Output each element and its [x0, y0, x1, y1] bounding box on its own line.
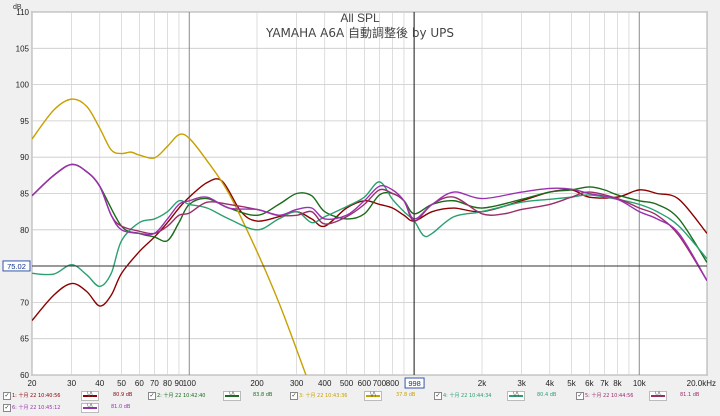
spl-plot[interactable]: 6065707580859095100105110 20304050607080…: [0, 0, 720, 389]
legend-label: 1: 十月 22 10:40:56: [12, 393, 61, 399]
x-tick-label: 8k: [613, 379, 622, 388]
legend-item[interactable]: ✓ 2: 十月 22 10:42:40 \/\ 83.8 dB: [148, 391, 288, 403]
legend-label: 6: 十月 22 10:45:12: [12, 405, 61, 411]
chart-subtitle: YAMAHA A6A 自動調整後 by UPS: [265, 25, 454, 40]
x-tick-label: 400: [318, 379, 332, 388]
x-tick-label: 30: [67, 379, 76, 388]
x-tick-label: 300: [290, 379, 304, 388]
swatch-mark: \/\: [87, 391, 94, 398]
swatch-mark: \/\: [229, 391, 236, 398]
y-tick-label: 70: [20, 298, 29, 307]
cursor-x-readout: 998: [408, 379, 421, 388]
legend-value: 80.4 dB: [537, 392, 557, 398]
legend-label: 4: 十月 22 10:44:34: [443, 393, 492, 399]
series-line: [32, 163, 707, 281]
x-tick-label: 80: [163, 379, 172, 388]
legend-value: 81.1 dB: [680, 392, 700, 398]
x-tick-label: 600: [358, 379, 372, 388]
x-tick-label: 700: [373, 379, 387, 388]
legend-label: 3: 十月 22 10:43:36: [299, 393, 348, 399]
legend-value: 83.8 dB: [253, 392, 273, 398]
legend-checkbox[interactable]: ✓: [434, 392, 442, 400]
series-line: [32, 98, 307, 375]
legend-item[interactable]: ✓ 1: 十月 22 10:40:56 \/\ 80.9 dB: [3, 391, 143, 403]
x-tick-label: 4k: [546, 379, 555, 388]
chart-title: All SPL: [340, 11, 380, 25]
legend-swatch[interactable]: \/\: [223, 391, 241, 401]
y-axis-label: dB: [13, 4, 22, 11]
legend-value: 81.0 dB: [111, 404, 131, 410]
x-tick-label: 10k: [633, 379, 647, 388]
legend-label: 2: 十月 22 10:42:40: [157, 393, 206, 399]
cursor-y-readout: 75.02: [7, 262, 26, 271]
cursor-x-box: [404, 377, 425, 389]
legend-item[interactable]: ✓ 6: 十月 22 10:45:12 \/\ 81.0 dB: [3, 403, 153, 415]
cursor-y-box: [2, 260, 31, 272]
legend-swatch[interactable]: \/\: [81, 403, 99, 413]
x-tick-label: 40: [95, 379, 104, 388]
legend-checkbox[interactable]: ✓: [148, 392, 156, 400]
x-tick-label: 50: [117, 379, 126, 388]
x-tick-label: 100: [183, 379, 197, 388]
legend-item[interactable]: ✓ 3: 十月 22 10:43:36 \/\ 37.8 dB: [290, 391, 430, 403]
x-tick-label: 70: [150, 379, 159, 388]
x-tick-label: 6k: [585, 379, 594, 388]
x-tick-label: 3k: [517, 379, 526, 388]
legend-value: 80.9 dB: [113, 392, 133, 398]
x-axis-ticks: 20 30 40 50 60 70 80 90 100 200 300 400 500 600 700 800…: [28, 379, 647, 388]
swatch-mark: \/\: [370, 391, 377, 398]
legend-swatch[interactable]: \/\: [81, 391, 99, 401]
legend-label: 5: 十月 22 10:44:56: [585, 393, 634, 399]
y-tick-label: 85: [20, 190, 29, 199]
series-layer: [32, 98, 707, 375]
x-tick-label: 90: [175, 379, 184, 388]
x-tick-label: 500: [340, 379, 354, 388]
legend-swatch[interactable]: \/\: [507, 391, 525, 401]
legend-checkbox[interactable]: ✓: [576, 392, 584, 400]
y-tick-label: 105: [16, 44, 30, 53]
x-tick-label: 7k: [600, 379, 609, 388]
legend-item[interactable]: ✓ 4: 十月 22 10:44:34 \/\ 80.4 dB: [434, 391, 574, 403]
legend-value: 37.8 dB: [396, 392, 416, 398]
swatch-mark: \/\: [655, 391, 662, 398]
y-tick-label: 60: [20, 371, 29, 380]
y-tick-label: 80: [20, 226, 29, 235]
y-tick-label: 90: [20, 153, 29, 162]
series-line: [32, 163, 707, 281]
y-tick-label: 100: [16, 81, 30, 90]
swatch-mark: \/\: [87, 403, 94, 410]
x-tick-label: 200: [250, 379, 264, 388]
legend-swatch[interactable]: \/\: [649, 391, 667, 401]
legend-checkbox[interactable]: ✓: [290, 392, 298, 400]
legend-checkbox[interactable]: ✓: [3, 404, 11, 412]
x-tick-label: 800: [386, 379, 400, 388]
x-tick-label: 5k: [567, 379, 576, 388]
cursor-layer[interactable]: 75.02 998: [2, 12, 707, 389]
legend-item[interactable]: ✓ 5: 十月 22 10:44:56 \/\ 81.1 dB: [576, 391, 718, 403]
legend-checkbox[interactable]: ✓: [3, 392, 11, 400]
y-tick-label: 110: [16, 8, 29, 17]
legend-swatch[interactable]: \/\: [364, 391, 382, 401]
x-tick-label: 2k: [478, 379, 487, 388]
x-tick-label: 60: [135, 379, 144, 388]
x-axis-end-label: 20.0kHz: [687, 379, 716, 388]
y-tick-label: 65: [20, 335, 29, 344]
x-tick-label: 20: [28, 379, 37, 388]
swatch-mark: \/\: [513, 391, 520, 398]
legend-bar: ✓ 1: 十月 22 10:40:56 \/\ 80.9 dB ✓ 2: 十月 …: [0, 389, 720, 416]
y-tick-label: 95: [20, 117, 29, 126]
